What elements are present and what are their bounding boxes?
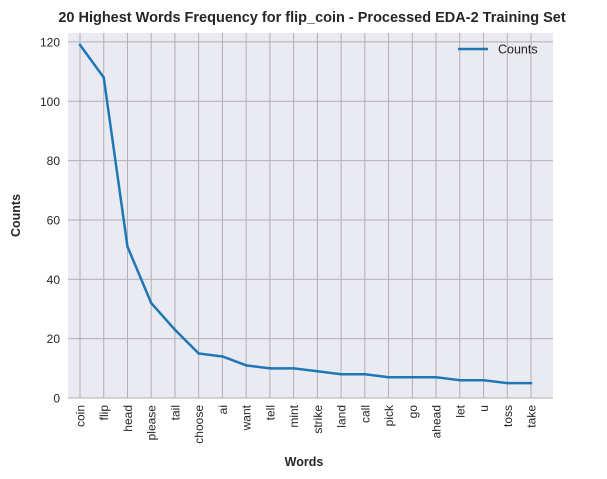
data-point [363, 373, 367, 376]
y-tick-label: 120 [40, 35, 60, 49]
data-point [126, 245, 129, 248]
data-point [482, 378, 485, 382]
y-tick-label: 100 [40, 95, 60, 109]
x-tick-label: mint [287, 404, 301, 427]
x-tick-label: coin [74, 405, 88, 427]
x-tick-label: strike [311, 405, 325, 434]
x-tick-label: please [145, 405, 159, 441]
x-tick-label: flip [97, 405, 111, 421]
x-tick-label: land [335, 405, 349, 428]
y-axis-label: Counts [9, 194, 23, 237]
data-point [102, 76, 105, 79]
data-point [339, 373, 343, 376]
data-point [387, 375, 390, 379]
y-tick-label: 20 [47, 332, 61, 346]
data-point [78, 43, 82, 47]
data-point [529, 381, 533, 385]
y-tick-label: 80 [47, 154, 61, 168]
data-point [506, 381, 509, 385]
x-tick-label: call [358, 405, 372, 423]
x-tick-label: choose [192, 405, 206, 444]
x-tick-label: toss [501, 405, 515, 427]
x-tick-label: tail [168, 405, 182, 420]
grid-lines [68, 33, 553, 399]
data-point [149, 301, 153, 305]
data-point [197, 352, 200, 355]
legend-label: Counts [498, 43, 538, 57]
series-layer [78, 43, 533, 385]
data-point [411, 375, 414, 379]
x-tick-label: ahead [430, 405, 444, 438]
data-point [458, 378, 462, 382]
x-tick-label: tell [263, 405, 277, 420]
x-tick-label: go [406, 405, 420, 419]
data-point [173, 328, 177, 331]
data-point [292, 367, 295, 370]
y-tick-label: 40 [47, 273, 61, 287]
series-line-counts [78, 43, 533, 385]
x-tick-label: u [477, 405, 491, 412]
data-point [221, 355, 224, 358]
x-tick-label: want [240, 404, 254, 431]
data-point [244, 364, 248, 367]
plot-area [68, 33, 553, 398]
data-point [316, 370, 319, 373]
y-tick-label: 60 [47, 213, 61, 227]
x-tick-label: let [453, 404, 467, 417]
x-tick-label: take [525, 405, 539, 428]
x-tick-label: ai [216, 405, 230, 414]
y-tick-label: 0 [53, 392, 60, 406]
data-point [268, 367, 272, 370]
x-axis-label: Words [285, 455, 324, 469]
y-tick-labels: 0 20 40 60 80 100 120 [40, 35, 60, 405]
chart-title: 20 Highest Words Frequency for flip_coin… [58, 10, 566, 26]
x-tick-label: head [121, 405, 135, 432]
legend: Counts [458, 43, 538, 57]
x-tick-labels: coin flip head please tail choose ai want tell mi… [74, 404, 539, 444]
data-point [434, 375, 438, 379]
x-tick-label: pick [382, 404, 396, 426]
